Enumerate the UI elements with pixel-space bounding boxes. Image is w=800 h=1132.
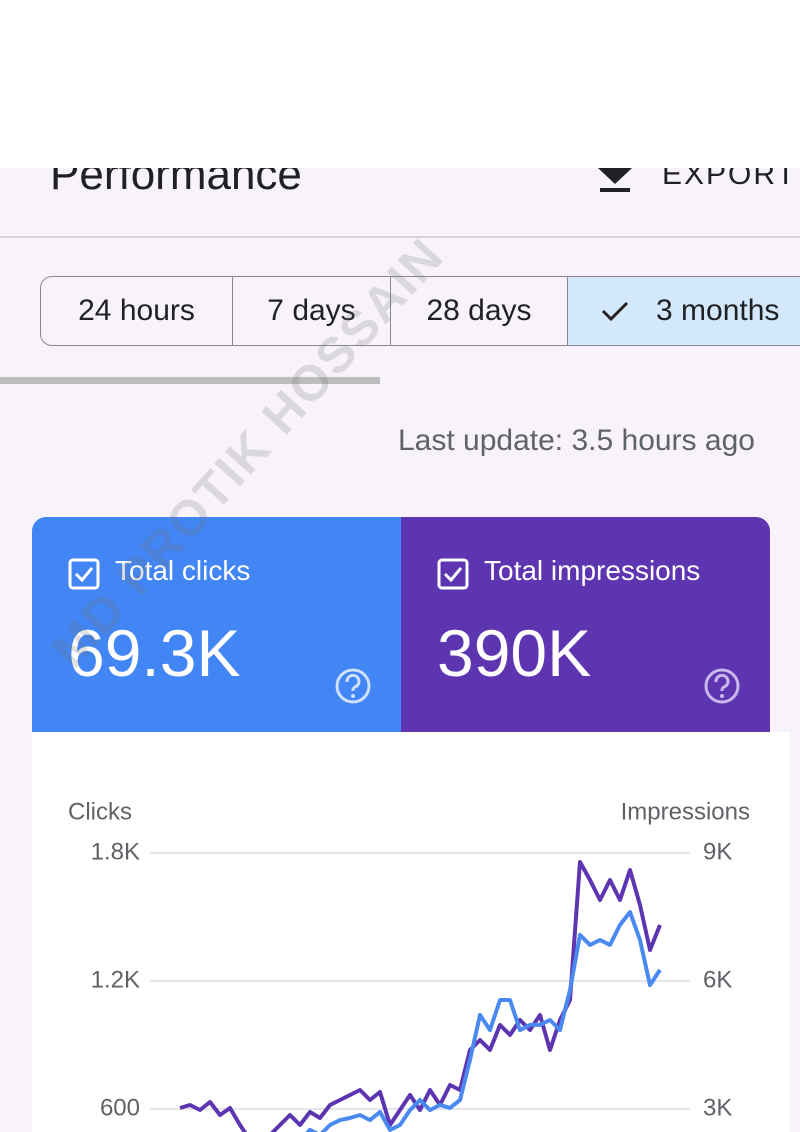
- y2-tick-label: 6K: [703, 966, 732, 993]
- download-icon[interactable]: [598, 168, 632, 196]
- metric-value: 69.3K: [68, 616, 241, 690]
- checkbox[interactable]: [68, 558, 100, 590]
- divider: [0, 236, 800, 238]
- y-tick-label: 1.8K: [91, 838, 140, 865]
- range-tab[interactable]: 24 hours: [41, 277, 233, 345]
- y2-tick-label: 3K: [703, 1094, 732, 1121]
- help-icon[interactable]: [703, 667, 741, 705]
- export-button[interactable]: EXPORT: [662, 168, 797, 191]
- y-axis-label: Clicks: [68, 798, 132, 825]
- y2-tick-label: 9K: [703, 838, 732, 865]
- metric-value: 390K: [437, 616, 592, 690]
- checkbox[interactable]: [437, 558, 469, 590]
- y2-axis-label: Impressions: [621, 798, 750, 825]
- help-icon[interactable]: [334, 667, 372, 705]
- last-update: Last update: 3.5 hours ago: [398, 424, 755, 457]
- check-icon: [601, 301, 629, 322]
- metric-card[interactable]: Total clicks 69.3K: [32, 517, 401, 732]
- tab-label: 28 days: [426, 294, 532, 327]
- metric-label: Total impressions: [484, 555, 701, 586]
- range-tab[interactable]: 7 days: [233, 277, 391, 345]
- range-tabs: 24 hours 7 days 28 days 3 months: [40, 276, 800, 346]
- tab-label: 7 days: [267, 294, 356, 327]
- metric-label: Total clicks: [115, 555, 251, 586]
- y-tick-label: 600: [100, 1094, 140, 1121]
- page-title: Performance: [50, 168, 302, 199]
- metric-card[interactable]: Total impressions 390K: [401, 517, 770, 732]
- chart-card: [32, 732, 790, 1132]
- range-tab[interactable]: 3 months: [568, 277, 800, 345]
- series-line: [179, 860, 662, 1132]
- y-tick-label: 1.2K: [91, 966, 140, 993]
- tab-label: 24 hours: [78, 294, 195, 327]
- range-tab[interactable]: 28 days: [391, 277, 568, 345]
- series-line: [305, 910, 662, 1132]
- performance-screen: Performance EXPORT 24 hours 7 days 28 days…: [0, 168, 800, 1132]
- progress-bar: [0, 377, 380, 384]
- tab-label: 3 months: [656, 294, 780, 327]
